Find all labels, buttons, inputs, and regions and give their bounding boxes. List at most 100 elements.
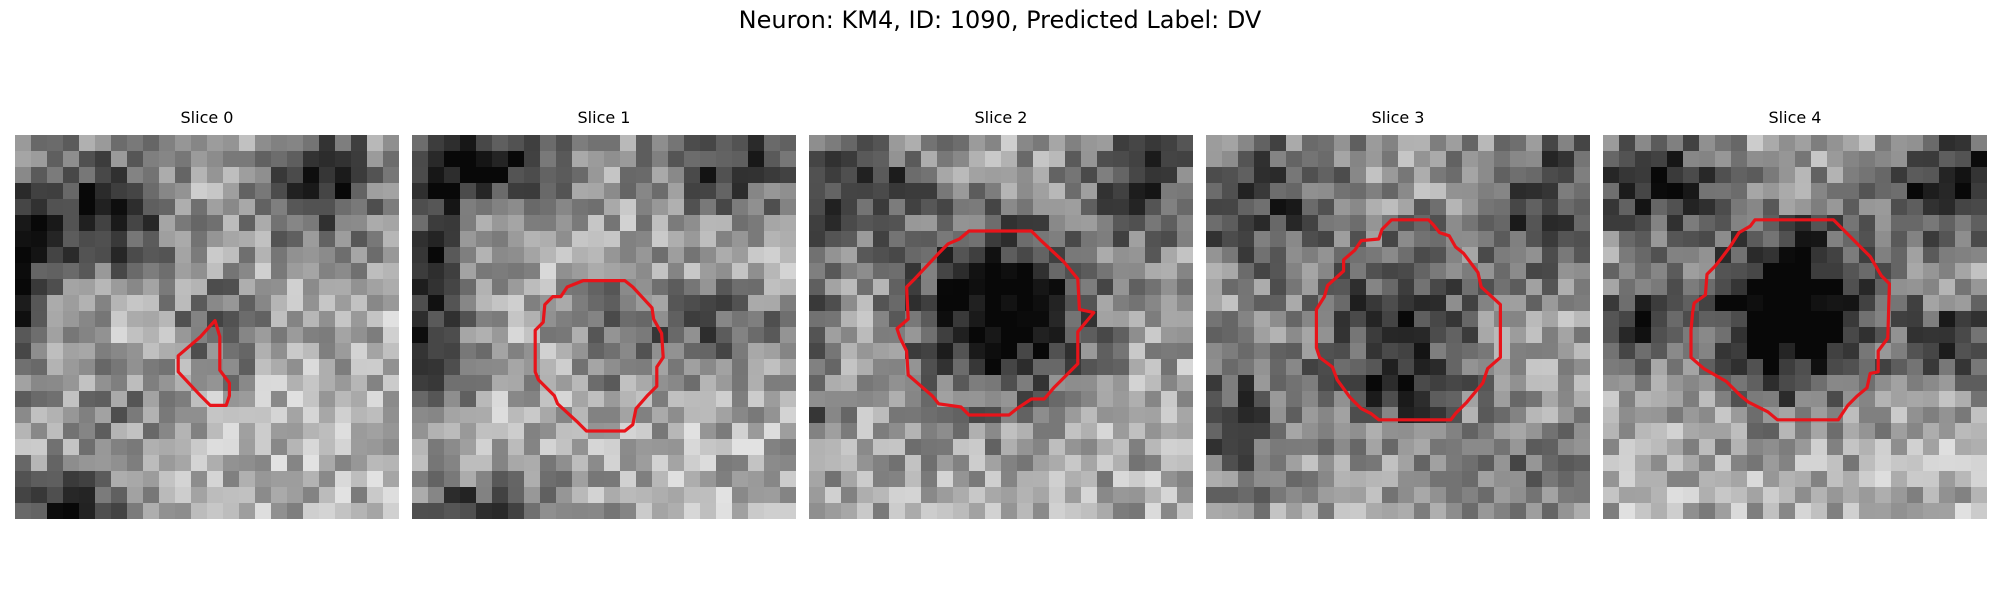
image-pixel (1065, 503, 1082, 519)
image-pixel (1859, 231, 1876, 248)
image-pixel (1366, 311, 1383, 328)
image-pixel (175, 327, 192, 344)
image-pixel (652, 295, 669, 312)
image-pixel (684, 503, 701, 519)
image-pixel (335, 471, 352, 488)
image-pixel (335, 263, 352, 280)
image-pixel (1097, 439, 1114, 456)
image-pixel (444, 311, 461, 328)
image-pixel (1033, 247, 1050, 264)
image-pixel (825, 135, 842, 152)
image-pixel (47, 327, 64, 344)
image-pixel (1254, 183, 1271, 200)
image-pixel (748, 487, 765, 504)
image-pixel (1222, 279, 1239, 296)
image-pixel (764, 407, 781, 424)
roi-contour-small (176, 319, 231, 407)
image-pixel (1699, 423, 1716, 440)
image-pixel (684, 167, 701, 184)
image-pixel (937, 263, 954, 280)
image-pixel (1811, 215, 1828, 232)
image-pixel (1715, 311, 1732, 328)
image-pixel (889, 455, 906, 472)
image-pixel (1398, 199, 1415, 216)
image-pixel (1603, 215, 1620, 232)
image-pixel (143, 199, 160, 216)
image-pixel (1859, 359, 1876, 376)
image-pixel (1334, 439, 1351, 456)
image-pixel (1001, 295, 1018, 312)
image-pixel (684, 455, 701, 472)
image-pixel (1254, 135, 1271, 152)
image-pixel (1366, 199, 1383, 216)
image-pixel (319, 279, 336, 296)
image-pixel (1494, 359, 1511, 376)
image-pixel (207, 151, 224, 168)
image-pixel (1161, 455, 1178, 472)
image-pixel (1177, 151, 1193, 168)
image-pixel (476, 199, 493, 216)
image-pixel (1478, 311, 1495, 328)
image-pixel (1318, 423, 1335, 440)
image-pixel (1286, 407, 1303, 424)
image-pixel (985, 279, 1002, 296)
image-pixel (444, 215, 461, 232)
image-pixel (700, 327, 717, 344)
image-pixel (873, 423, 890, 440)
image-pixel (63, 199, 80, 216)
image-pixel (1033, 359, 1050, 376)
image-pixel (1651, 215, 1668, 232)
image-pixel (127, 487, 144, 504)
image-pixel (1113, 391, 1130, 408)
image-pixel (223, 327, 240, 344)
image-pixel (1286, 279, 1303, 296)
image-pixel (857, 327, 874, 344)
image-pixel (476, 359, 493, 376)
image-pixel (1097, 471, 1114, 488)
image-pixel (159, 423, 176, 440)
image-pixel (1939, 167, 1956, 184)
image-pixel (1955, 215, 1972, 232)
image-pixel (31, 247, 48, 264)
image-pixel (1779, 263, 1796, 280)
image-pixel (271, 375, 288, 392)
image-pixel (1875, 215, 1892, 232)
image-pixel (1651, 455, 1668, 472)
image-pixel (1891, 295, 1908, 312)
image-pixel (1955, 359, 1972, 376)
image-pixel (1334, 311, 1351, 328)
image-pixel (15, 391, 32, 408)
image-pixel (1382, 359, 1399, 376)
image-pixel (175, 311, 192, 328)
image-pixel (953, 279, 970, 296)
image-pixel (873, 295, 890, 312)
image-pixel (937, 215, 954, 232)
image-pixel (444, 455, 461, 472)
image-pixel (1318, 359, 1335, 376)
image-pixel (191, 263, 208, 280)
image-pixel (1558, 487, 1575, 504)
image-pixel (1161, 391, 1178, 408)
image-pixel (969, 151, 986, 168)
image-pixel (905, 487, 922, 504)
image-pixel (367, 327, 384, 344)
image-pixel (604, 359, 621, 376)
image-pixel (937, 151, 954, 168)
image-pixel (1779, 167, 1796, 184)
image-pixel (1001, 231, 1018, 248)
image-pixel (873, 199, 890, 216)
image-pixel (1779, 343, 1796, 360)
image-pixel (1715, 343, 1732, 360)
image-pixel (700, 199, 717, 216)
image-pixel (937, 439, 954, 456)
image-pixel (1827, 183, 1844, 200)
image-pixel (1334, 215, 1351, 232)
image-pixel (905, 231, 922, 248)
image-pixel (1542, 279, 1559, 296)
image-pixel (79, 327, 96, 344)
image-pixel (444, 263, 461, 280)
image-pixel (921, 167, 938, 184)
image-pixel (1382, 279, 1399, 296)
image-pixel (367, 343, 384, 360)
image-pixel (1238, 151, 1255, 168)
